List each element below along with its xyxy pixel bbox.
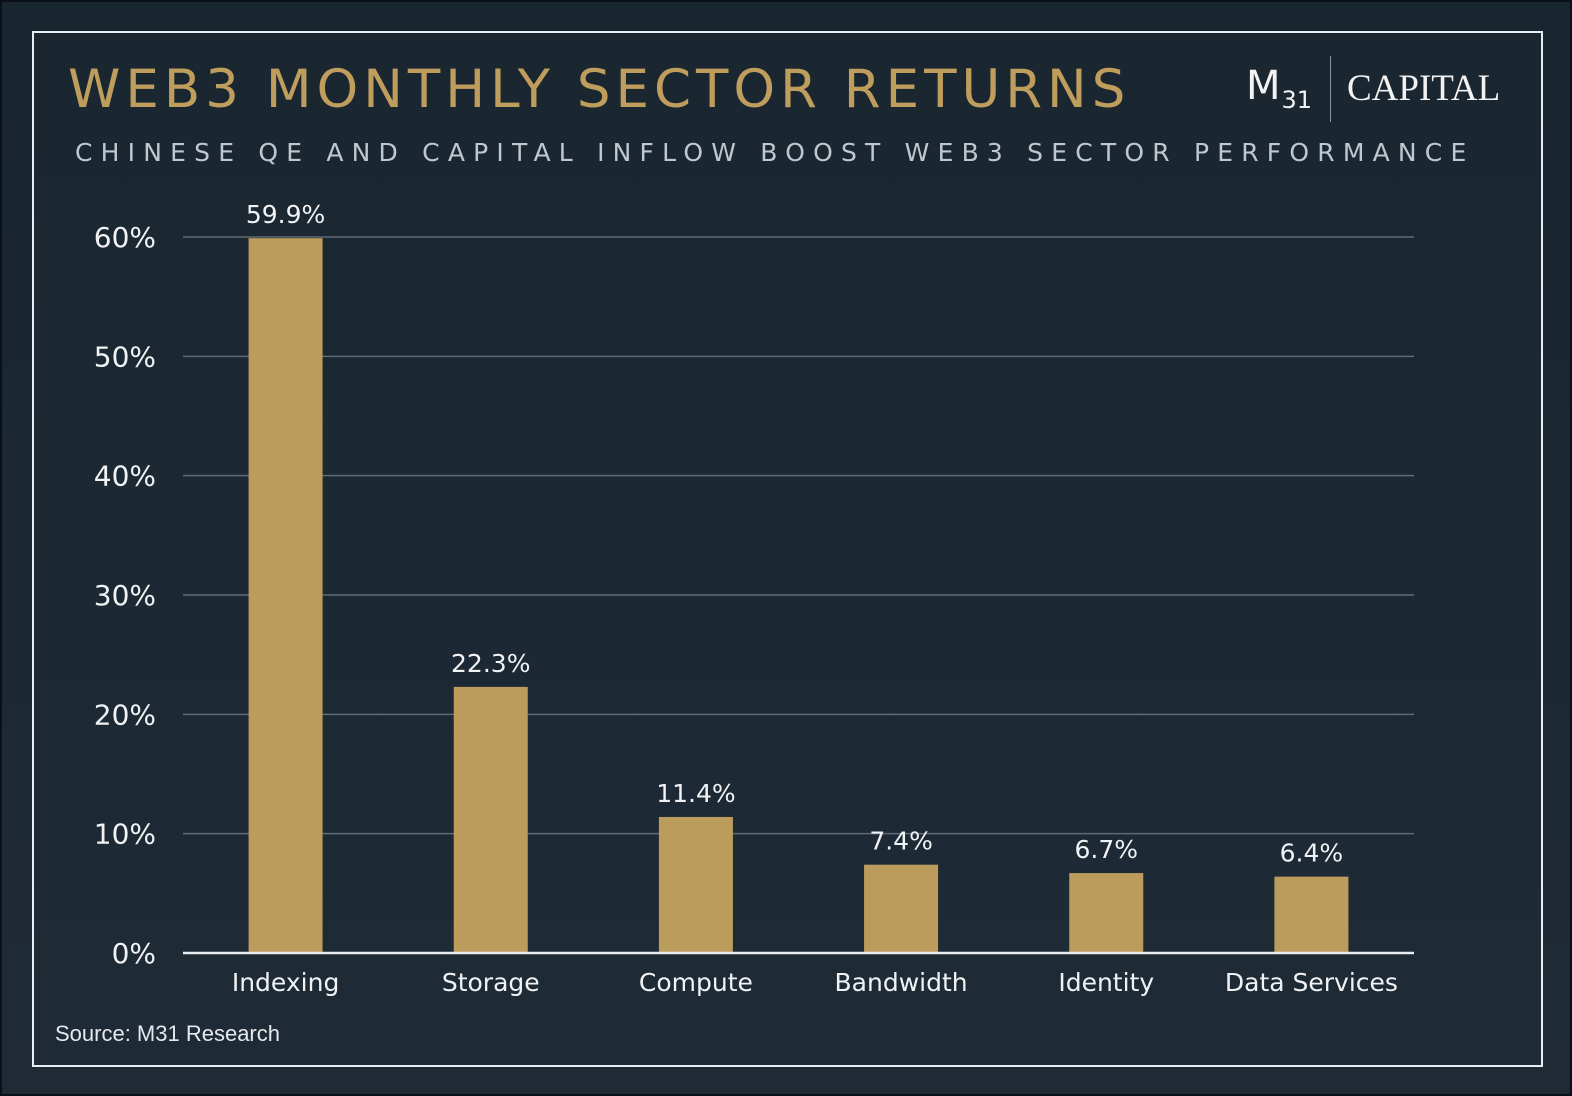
x-tick-label: Bandwidth	[835, 968, 968, 997]
chart-subtitle: CHINESE QE AND CAPITAL INFLOW BOOST WEB3…	[75, 138, 1475, 167]
source-note: Source: M31 Research	[55, 1021, 280, 1046]
y-axis-ticks: 0% 10% 20% 30% 40% 50% 60%	[94, 221, 156, 970]
logo-m-letter: M	[1246, 63, 1281, 109]
x-tick-label: Data Services	[1225, 968, 1398, 997]
data-label: 11.4%	[656, 779, 735, 808]
bar-bandwidth	[864, 864, 939, 953]
y-tick-label: 60%	[94, 221, 156, 254]
data-label: 59.9%	[246, 200, 325, 229]
y-tick-label: 30%	[94, 579, 156, 612]
data-label: 6.7%	[1074, 835, 1138, 864]
data-label: 22.3%	[451, 649, 530, 678]
logo-wordmark: CAPITAL	[1347, 68, 1501, 109]
y-tick-label: 50%	[94, 340, 156, 373]
bar-data-services	[1274, 876, 1349, 953]
bars	[248, 238, 1349, 953]
x-tick-label: Indexing	[232, 968, 339, 997]
bar-identity	[1069, 873, 1144, 953]
gridlines	[183, 236, 1414, 835]
bar-indexing	[248, 238, 323, 953]
x-tick-label: Identity	[1058, 968, 1154, 997]
data-label: 6.4%	[1280, 839, 1344, 868]
y-tick-label: 10%	[94, 818, 156, 851]
logo-m-subscript: 31	[1281, 86, 1313, 114]
y-tick-label: 0%	[112, 937, 156, 970]
y-tick-label: 40%	[94, 460, 156, 493]
logo-mark: M31	[1246, 60, 1312, 126]
bar-storage	[453, 686, 528, 953]
chart-title: WEB3 MONTHLY SECTOR RETURNS	[68, 59, 1131, 120]
x-axis-ticks: Indexing Storage Compute Bandwidth Identity D…	[232, 968, 1398, 997]
bar-compute	[658, 816, 733, 953]
x-tick-label: Compute	[639, 968, 753, 997]
logo-divider	[1330, 56, 1331, 122]
data-label: 7.4%	[869, 827, 933, 856]
data-labels: 59.9% 22.3% 11.4% 7.4% 6.7% 6.4%	[246, 200, 1343, 867]
x-tick-label: Storage	[442, 968, 540, 997]
y-tick-label: 20%	[94, 698, 156, 731]
